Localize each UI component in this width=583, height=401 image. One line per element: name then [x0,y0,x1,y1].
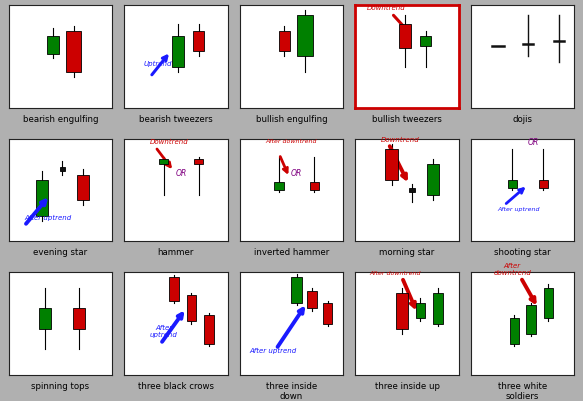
Bar [385,150,398,180]
Bar [416,303,425,318]
Text: evening star: evening star [33,248,87,257]
Text: Downtrend: Downtrend [367,5,406,11]
Text: OR: OR [528,138,539,146]
Text: dojis: dojis [512,115,533,124]
Text: inverted hammer: inverted hammer [254,248,329,257]
Text: After
downtrend: After downtrend [493,263,531,275]
Bar [77,175,89,201]
Bar [544,288,553,318]
Bar [539,180,548,188]
Text: Downtrend: Downtrend [150,138,189,144]
Text: three white
soldiers: three white soldiers [498,381,547,401]
Text: morning star: morning star [380,248,435,257]
Bar [526,305,536,334]
Text: three inside
down: three inside down [266,381,317,401]
Bar [307,291,317,308]
Text: spinning tops: spinning tops [31,381,89,390]
Text: hammer: hammer [158,248,194,257]
Text: After uptrend: After uptrend [250,347,297,353]
Bar [310,182,319,190]
Text: three black crows: three black crows [138,381,214,390]
Bar [420,37,431,47]
Bar [194,160,203,165]
Text: three inside up: three inside up [375,381,440,390]
Bar [47,37,59,55]
Text: After uptrend: After uptrend [497,207,539,212]
Text: bearish tweezers: bearish tweezers [139,115,213,124]
Bar [433,293,442,324]
Bar [60,168,65,172]
Bar [36,180,48,216]
Text: After
uptrend: After uptrend [150,324,177,337]
Text: After downtrend: After downtrend [266,138,317,143]
Bar [275,182,284,190]
Bar [159,160,168,165]
Bar [66,32,82,73]
Text: After uptrend: After uptrend [24,214,72,220]
Bar [510,318,519,344]
Bar [297,16,312,57]
Bar [38,308,51,329]
Bar [427,165,439,196]
Text: shooting star: shooting star [494,248,551,257]
Bar [399,24,410,49]
Text: bullish tweezers: bullish tweezers [372,115,442,124]
Text: OR: OR [291,168,302,177]
Bar [508,180,517,188]
Bar [279,32,290,52]
Bar [323,303,332,324]
Text: After downtrend: After downtrend [369,271,420,275]
Bar [396,293,408,329]
Bar [204,316,213,344]
Bar [409,188,415,192]
Text: bearish engulfing: bearish engulfing [23,115,98,124]
Text: bullish engulfing: bullish engulfing [256,115,327,124]
Text: Uptrend: Uptrend [143,61,171,67]
Text: Downtrend: Downtrend [381,136,420,142]
Bar [193,32,204,52]
Text: OR: OR [175,168,187,177]
Bar [73,308,85,329]
Bar [173,37,184,67]
Bar [187,295,196,322]
Bar [291,277,303,303]
Bar [169,277,178,301]
